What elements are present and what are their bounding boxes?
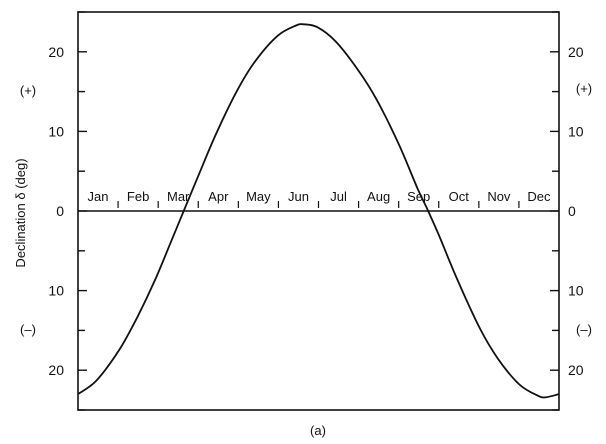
y-tick-label-right: 10 (568, 283, 584, 299)
month-labels: Jan Feb Mar Apr May Jun Jul Aug Sep Oct Nov Dec (88, 189, 551, 208)
declination-curve (77, 23, 560, 399)
month-label: Nov (487, 189, 511, 204)
y-axis-title: Declination δ (deg) (13, 158, 28, 267)
month-label: Apr (208, 189, 229, 204)
month-label: Sep (407, 189, 430, 204)
declination-curve-group (77, 23, 560, 399)
month-label: Feb (127, 189, 149, 204)
y-tick-label-left: 10 (48, 283, 64, 299)
figure-caption: (a) (310, 423, 326, 438)
month-label: Jul (330, 189, 347, 204)
sign-negative-right: (–) (576, 322, 592, 337)
y-tick-label-left: 10 (48, 123, 64, 139)
month-label: Jun (288, 189, 309, 204)
sign-positive-right: (+) (576, 81, 592, 96)
y-tick-label-right: 20 (568, 44, 584, 60)
y-tick-label-left: 0 (56, 203, 64, 219)
sign-negative-left: (–) (20, 322, 36, 337)
y-tick-label-left: 20 (48, 362, 64, 378)
y-tick-labels: 20 20 10 10 0 0 10 10 20 20 (48, 44, 583, 378)
month-label: Dec (527, 189, 551, 204)
month-label: Mar (167, 189, 190, 204)
month-label: May (246, 189, 271, 204)
y-tick-label-right: 10 (568, 123, 584, 139)
month-label: Aug (367, 189, 390, 204)
y-tick-label-right: 20 (568, 362, 584, 378)
month-label: Oct (449, 189, 470, 204)
sign-positive-left: (+) (20, 83, 36, 98)
month-label: Jan (88, 189, 109, 204)
y-tick-label-right: 0 (568, 203, 576, 219)
y-tick-label-left: 20 (48, 44, 64, 60)
